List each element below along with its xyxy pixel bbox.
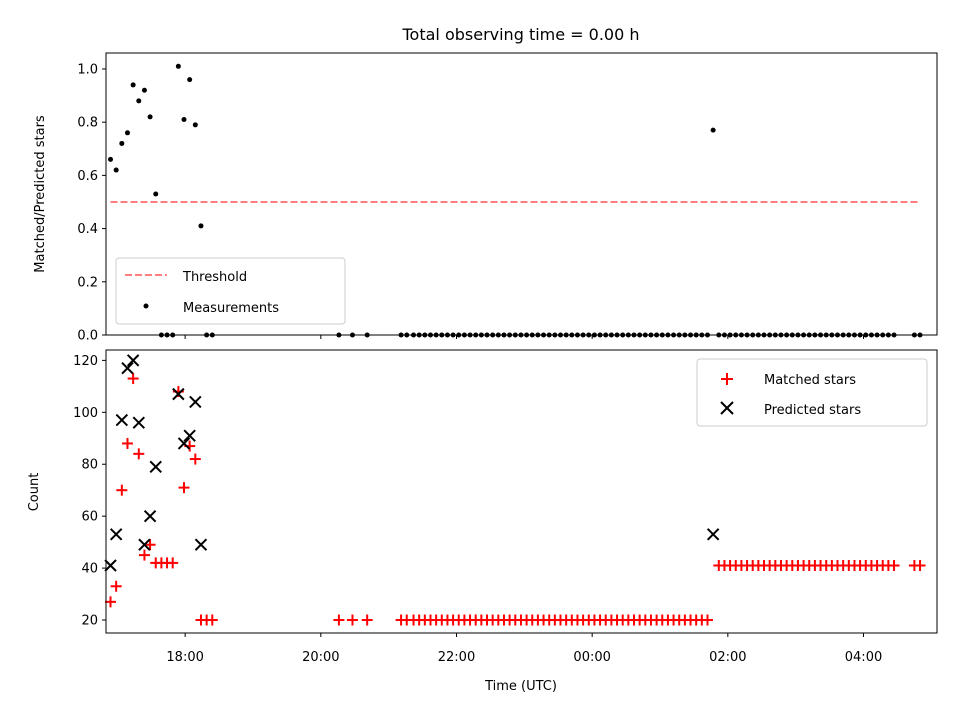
measurement-point <box>130 82 136 88</box>
legend-measurements-swatch <box>143 303 149 309</box>
matched-star-marker <box>361 614 373 626</box>
matched-star-marker <box>346 614 358 626</box>
bottom-axes-frame <box>105 349 938 634</box>
bottom-legend-box <box>696 358 928 427</box>
measurement-point <box>187 77 193 83</box>
bottom-y-tick-label: 80 <box>81 458 98 473</box>
measurement-point <box>141 87 147 93</box>
measurement-point <box>113 167 119 173</box>
measurement-point <box>153 191 159 197</box>
predicted-star-marker <box>177 437 191 450</box>
matched-star-marker <box>133 448 145 460</box>
predicted-star-marker <box>132 416 145 429</box>
bottom-y-tick-label: 60 <box>81 510 98 525</box>
matched-star-marker <box>206 614 218 626</box>
bottom-y-tick-label: 40 <box>81 562 98 577</box>
top-y-tick-label: 0.8 <box>77 116 98 131</box>
predicted-star-marker <box>706 528 720 541</box>
matched-star-marker <box>178 482 190 494</box>
chart-title: Total observing time = 0.00 h <box>401 25 639 44</box>
legend-matched-swatch <box>721 373 733 385</box>
matched-star-marker <box>914 559 926 571</box>
x-tick-label: 22:00 <box>438 650 475 665</box>
predicted-star-marker <box>183 429 196 442</box>
matched-star-marker <box>333 614 345 626</box>
top-y-tick-label: 0.2 <box>77 275 98 290</box>
predicted-star-marker <box>172 387 185 401</box>
bottom-y-tick-label: 100 <box>73 406 98 421</box>
top-y-tick-label: 0.4 <box>77 222 98 237</box>
measurement-point <box>136 98 142 104</box>
matched-star-marker <box>121 437 133 449</box>
top-y-ticks: 0.0 0.2 0.4 0.6 0.8 1.0 <box>77 62 106 344</box>
predicted-star-marker <box>189 395 202 409</box>
top-y-tick-label: 1.0 <box>77 62 98 77</box>
bottom-x-ticks: 18:00 20:00 22:00 00:00 02:00 04:00 <box>166 633 882 665</box>
predicted-star-marker <box>115 413 129 427</box>
top-legend: Threshold Measurements <box>115 257 346 325</box>
matched-star-marker <box>701 614 713 626</box>
matched-star-marker <box>144 539 156 551</box>
x-tick-label: 02:00 <box>709 650 746 665</box>
top-x-ticks <box>184 335 865 339</box>
matched-star-marker <box>105 596 117 608</box>
bottom-plot-area <box>104 354 926 626</box>
legend-measurements-label: Measurements <box>183 301 279 316</box>
measurement-point <box>119 140 125 146</box>
bottom-y-tick-label: 120 <box>73 354 98 369</box>
bottom-y-axis-label: Count <box>27 473 42 512</box>
predicted-star-marker <box>143 509 157 523</box>
measurement-point <box>175 63 181 69</box>
predicted-star-marker <box>126 354 140 367</box>
matched-star-marker <box>116 484 128 496</box>
top-legend-box <box>115 257 346 325</box>
legend-threshold-label: Threshold <box>182 270 247 285</box>
measurement-point <box>108 156 114 162</box>
matched-star-marker <box>138 549 150 561</box>
predicted-star-marker <box>194 538 208 551</box>
top-y-tick-label: 0.0 <box>77 329 98 344</box>
measurement-point <box>181 117 187 123</box>
top-y-axis-label: Matched/Predicted stars <box>33 115 48 273</box>
measurement-point <box>710 127 716 133</box>
predicted-star-marker <box>121 361 134 375</box>
measurement-point <box>147 114 153 120</box>
top-axes-frame <box>105 52 938 336</box>
x-axis-label: Time (UTC) <box>484 679 557 694</box>
matched-star-marker <box>189 453 201 465</box>
top-y-tick-label: 0.6 <box>77 169 98 184</box>
bottom-y-ticks: 20 40 60 80 100 120 <box>73 354 106 629</box>
matched-star-marker <box>167 557 179 569</box>
legend-predicted-label: Predicted stars <box>764 403 861 418</box>
legend-predicted-swatch <box>720 401 734 415</box>
x-tick-label: 00:00 <box>573 650 610 665</box>
x-tick-label: 20:00 <box>302 650 339 665</box>
predicted-star-marker <box>109 528 123 541</box>
measurement-point <box>198 223 204 229</box>
bottom-legend: Matched stars Predicted stars <box>696 358 928 427</box>
bottom-panel: 20 40 60 80 100 120 18:00 20:00 22:00 00:00 02:00… <box>27 349 938 694</box>
matched-star-marker <box>127 373 139 385</box>
bottom-y-tick-label: 20 <box>81 614 98 629</box>
predicted-star-marker <box>138 538 151 551</box>
measurement-point <box>124 130 130 136</box>
x-tick-label: 18:00 <box>166 650 203 665</box>
x-tick-label: 04:00 <box>845 650 882 665</box>
matched-star-marker <box>888 559 900 571</box>
predicted-star-marker <box>149 460 162 474</box>
matched-star-marker <box>110 580 122 592</box>
measurement-point <box>192 122 198 128</box>
legend-matched-label: Matched stars <box>764 373 856 388</box>
predicted-star-marker <box>104 559 117 572</box>
top-panel: Total observing time = 0.00 h 0.00.20.40… <box>33 25 938 344</box>
